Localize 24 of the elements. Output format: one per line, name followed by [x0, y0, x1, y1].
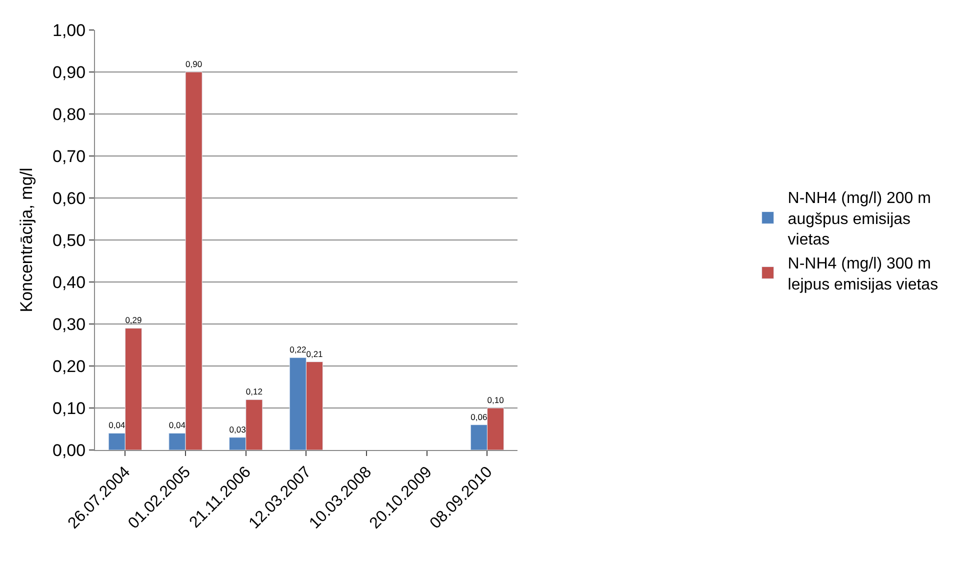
y-tick-label: 0,40 [52, 272, 86, 292]
y-tick-label: 0,60 [52, 188, 86, 208]
y-tick-label: 0,00 [52, 440, 86, 460]
data-label: 0,04 [168, 420, 186, 430]
data-label: 0,29 [125, 315, 142, 326]
data-label: 0,22 [290, 344, 306, 355]
legend-label: N-NH4 (mg/l) 200 m augšpus emisijas vietas [788, 190, 931, 249]
y-tick-label: 0,20 [52, 356, 86, 376]
y-tick-label: 0,80 [52, 104, 86, 124]
y-tick-label: 1,00 [52, 20, 86, 40]
data-label: 0,03 [229, 424, 246, 434]
data-label: 0,90 [186, 58, 202, 69]
y-tick-label: 0,50 [52, 230, 86, 250]
y-tick-label: 0,70 [52, 146, 86, 166]
data-label: 0,06 [470, 412, 488, 422]
y-tick-label: 0,90 [52, 62, 86, 82]
data-label: 0,21 [306, 348, 324, 359]
data-label: 0,10 [487, 394, 504, 405]
y-tick-label: 0,10 [52, 398, 86, 418]
data-label: 0,04 [108, 420, 126, 430]
y-axis-title: Koncentrācija, mg/l [17, 168, 36, 312]
data-label: 0,12 [246, 386, 263, 397]
legend-label: N-NH4 (mg/l) 300 m lejpus emisijas vietas [788, 256, 938, 294]
y-tick-label: 0,30 [52, 314, 86, 334]
